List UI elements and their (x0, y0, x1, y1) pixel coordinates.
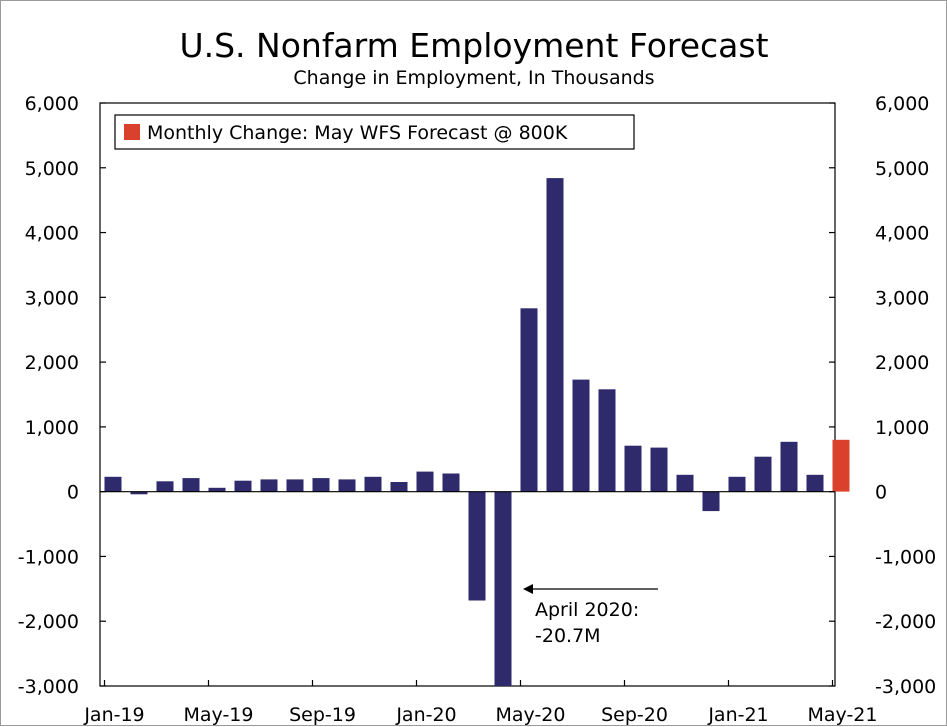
bar-feb-19 (130, 491, 148, 495)
annotation-line-2: -20.7M (535, 625, 601, 647)
bar-jan-20 (416, 471, 434, 492)
left-y-axis: -3,000 -2,000 -1,000 0 1,000 2,000 3,000 4,000 5… (18, 93, 79, 698)
right-y-tick-label: 1,000 (875, 417, 929, 439)
right-y-tick-label: -1,000 (875, 546, 936, 568)
bar-jul-19 (260, 479, 278, 492)
left-y-tick-label: 6,000 (25, 93, 79, 115)
left-y-tick-label: -3,000 (18, 676, 79, 698)
bar-sep-19 (312, 478, 330, 492)
bar-sep-20 (624, 445, 642, 492)
bar-nov-20 (676, 474, 694, 492)
bar-feb-20 (442, 473, 460, 492)
right-y-tick-label: 2,000 (875, 352, 929, 374)
x-tick-label: Sep-19 (289, 704, 356, 726)
bar-apr-20 (494, 491, 512, 686)
bar-jan-19 (104, 476, 122, 492)
x-tick-label: Jan-20 (395, 704, 456, 726)
bar-aug-19 (286, 479, 304, 492)
bar-jul-20 (572, 379, 590, 492)
axis-ticks (100, 102, 835, 687)
x-tick-label: May-20 (496, 704, 566, 726)
legend-box (114, 114, 635, 150)
right-y-tick-label: 3,000 (875, 287, 929, 309)
legend-label: Monthly Change: May WFS Forecast @ 800K (147, 122, 568, 144)
forecast-bar-may-21 (832, 439, 850, 492)
bar-dec-20 (702, 491, 720, 512)
left-y-tick-label: 5,000 (25, 158, 79, 180)
plot-area (99, 102, 850, 687)
bar-jun-20 (546, 178, 564, 492)
annotation-line-1: April 2020: (535, 599, 639, 621)
bar-jan-21 (728, 476, 746, 492)
bar-mar-21 (780, 441, 798, 492)
legend-swatch (124, 124, 140, 140)
chart-subtitle: Change in Employment, In Thousands (293, 67, 654, 89)
right-y-axis: -3,000 -2,000 -1,000 0 1,000 2,000 3,000 4,000 5… (875, 93, 936, 698)
x-tick-label: May-19 (184, 704, 254, 726)
left-y-tick-label: 0 (67, 482, 79, 504)
right-y-tick-label: -3,000 (875, 676, 936, 698)
left-y-tick-label: -1,000 (18, 546, 79, 568)
left-y-tick-label: 2,000 (25, 352, 79, 374)
bar-feb-21 (754, 456, 772, 492)
left-y-tick-label: 3,000 (25, 287, 79, 309)
right-y-tick-label: 4,000 (875, 223, 929, 245)
x-tick-label: Jan-19 (83, 704, 144, 726)
plot-frame (99, 102, 836, 687)
bar-apr-21 (806, 474, 824, 492)
bar-oct-19 (338, 479, 356, 492)
left-y-tick-label: 1,000 (25, 417, 79, 439)
right-y-tick-label: 5,000 (875, 158, 929, 180)
bar-mar-19 (156, 481, 174, 492)
right-y-tick-label: 0 (875, 482, 887, 504)
bar-dec-19 (390, 482, 408, 492)
legend: Monthly Change: May WFS Forecast @ 800K (114, 114, 635, 150)
bar-jun-19 (234, 480, 252, 492)
x-tick-label: Sep-20 (601, 704, 668, 726)
bar-aug-20 (598, 389, 616, 492)
bar-nov-19 (364, 476, 382, 492)
right-y-tick-label: 6,000 (875, 93, 929, 115)
bar-mar-20 (468, 491, 486, 601)
bar-oct-20 (650, 447, 668, 492)
x-tick-label: Jan-21 (707, 704, 768, 726)
bar-may-19 (208, 487, 226, 492)
x-axis: Jan-19 May-19 Sep-19 Jan-20 May-20 Sep-20 Jan-… (83, 680, 877, 726)
bars-group (104, 178, 850, 686)
april-2020-annotation: April 2020: -20.7M (523, 584, 658, 647)
chart-title: U.S. Nonfarm Employment Forecast (179, 26, 768, 65)
bar-may-20 (520, 308, 538, 492)
x-tick-label: May-21 (808, 704, 878, 726)
left-y-tick-label: 4,000 (25, 223, 79, 245)
bar-apr-19 (182, 478, 200, 492)
annotation-arrowhead (523, 584, 533, 594)
right-y-tick-label: -2,000 (875, 611, 936, 633)
left-y-tick-label: -2,000 (18, 611, 79, 633)
